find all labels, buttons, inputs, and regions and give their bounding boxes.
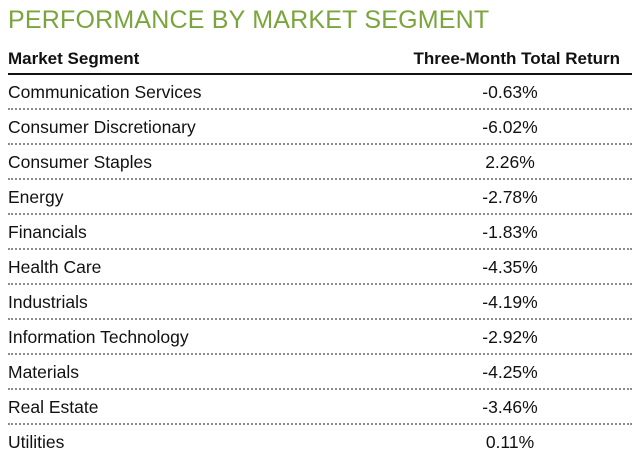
table-row: Industrials -4.19% (8, 285, 632, 320)
segment-return-value: 2.26% (485, 152, 535, 172)
segment-return-value: -4.19% (482, 292, 538, 312)
segment-name: Consumer Staples (8, 152, 152, 172)
table-row: Consumer Staples 2.26% (8, 145, 632, 180)
segment-name: Utilities (8, 432, 65, 452)
table-row: Consumer Discretionary -6.02% (8, 110, 632, 145)
table-title: PERFORMANCE BY MARKET SEGMENT (8, 6, 490, 34)
table-row: Financials -1.83% (8, 215, 632, 250)
table-row: Health Care -4.35% (8, 250, 632, 285)
segment-return-value: -1.83% (482, 222, 538, 242)
segment-name: Communication Services (8, 82, 202, 102)
table-row: Communication Services -0.63% (8, 75, 632, 110)
table-row: Materials -4.25% (8, 355, 632, 390)
column-header-three-month-return: Three-Month Total Return (413, 49, 621, 68)
segment-name: Materials (8, 362, 79, 382)
table-header: Market Segment Three-Month Total Return (8, 46, 632, 75)
segment-name: Energy (8, 187, 64, 207)
segment-return-value: -2.92% (482, 327, 538, 347)
table-body: Communication Services -0.63% Consumer Dis… (8, 75, 632, 458)
segment-return-value: -0.63% (482, 82, 538, 102)
segment-name: Consumer Discretionary (8, 117, 196, 137)
segment-name: Financials (8, 222, 87, 242)
table-row: Energy -2.78% (8, 180, 632, 215)
segment-name: Industrials (8, 292, 88, 312)
column-header-market-segment: Market Segment (8, 49, 140, 68)
performance-table: Market Segment Three-Month Total Return … (8, 46, 632, 458)
segment-name: Information Technology (8, 327, 189, 347)
table-row: Real Estate -3.46% (8, 390, 632, 425)
segment-name: Real Estate (8, 397, 99, 417)
segment-return-value: -4.35% (482, 257, 538, 277)
segment-name: Health Care (8, 257, 102, 277)
segment-return-value: -4.25% (482, 362, 538, 382)
segment-return-value: -2.78% (482, 187, 538, 207)
segment-return-value: -3.46% (482, 397, 538, 417)
segment-return-value: 0.11% (485, 432, 535, 452)
table-row: Information Technology -2.92% (8, 320, 632, 355)
table-row: Utilities 0.11% (8, 425, 632, 458)
segment-return-value: -6.02% (482, 117, 538, 137)
